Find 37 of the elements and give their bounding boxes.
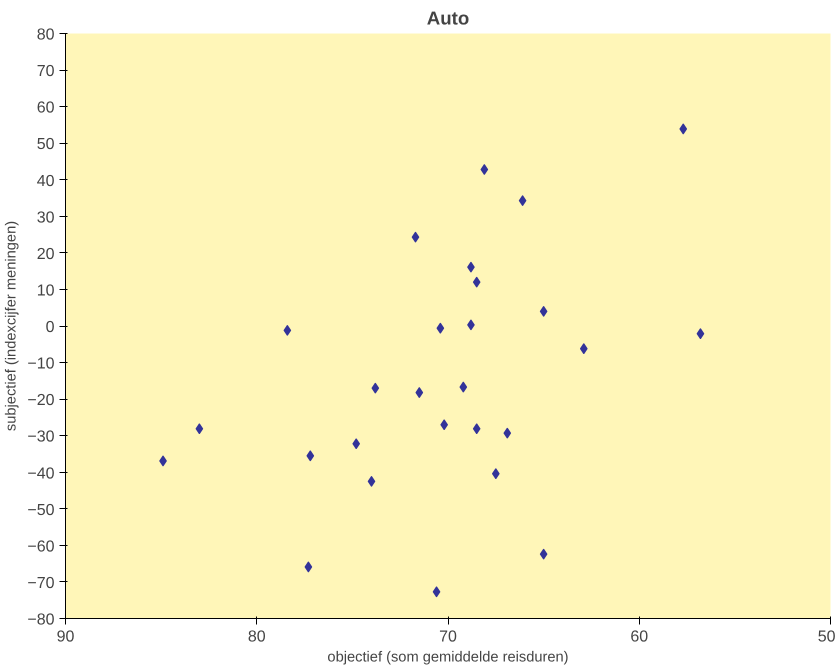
y-tick-label: 70 xyxy=(36,63,55,80)
x-tick-label: 90 xyxy=(56,628,74,646)
y-tick-label: −10 xyxy=(27,356,55,373)
x-tick-label: 60 xyxy=(630,628,648,646)
y-tick-label: −60 xyxy=(27,538,55,556)
point xyxy=(306,450,314,462)
x-axis-title: objectief (som gemiddelde reisduren) xyxy=(327,650,569,666)
point xyxy=(580,343,588,354)
y-tick-label: 40 xyxy=(36,172,55,190)
point xyxy=(503,428,512,439)
y-tick-label: 0 xyxy=(46,319,55,336)
point xyxy=(492,468,500,480)
y-tick-label: −70 xyxy=(27,574,55,592)
point xyxy=(472,423,481,434)
y-axis-title: subjectief (indexcijfer meningen) xyxy=(3,220,20,432)
y-tick-label: −50 xyxy=(27,502,55,519)
x-tick-label: 50 xyxy=(818,628,836,646)
point xyxy=(415,387,424,398)
x-tick-label: 80 xyxy=(248,628,266,646)
y-tick-label: 50 xyxy=(36,136,55,154)
point xyxy=(459,382,468,393)
y-tick-label: 30 xyxy=(36,209,55,226)
point xyxy=(472,276,481,288)
point xyxy=(440,419,448,430)
y-tick-label: 60 xyxy=(36,100,55,117)
y-tick-label: −30 xyxy=(27,428,55,446)
x-tick-label: 70 xyxy=(439,628,457,646)
y-tick-label: −80 xyxy=(27,612,55,628)
point xyxy=(352,438,360,450)
point xyxy=(679,123,688,134)
chart-title: Auto xyxy=(426,8,470,28)
y-tick-label: −40 xyxy=(27,465,55,482)
y-tick-label: −20 xyxy=(27,392,55,410)
point xyxy=(371,382,380,394)
y-tick-label: 80 xyxy=(36,26,55,44)
y-tick-label: 20 xyxy=(36,246,55,263)
y-tick-label: 10 xyxy=(36,282,55,300)
